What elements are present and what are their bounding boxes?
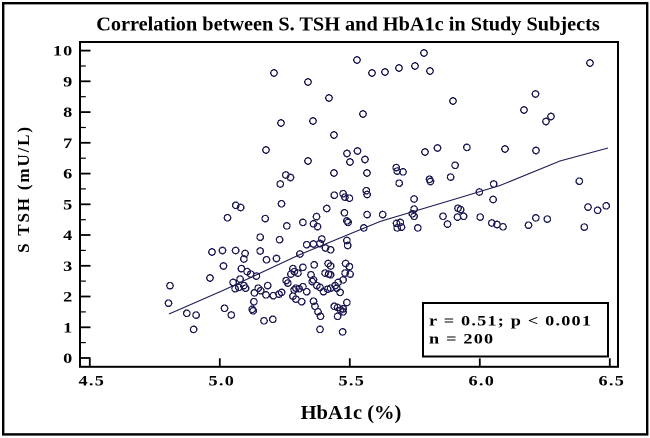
svg-text:S TSH (mU/L): S TSH (mU/L): [14, 125, 33, 253]
svg-text:8: 8: [63, 104, 73, 121]
svg-text:4.5: 4.5: [79, 372, 106, 389]
svg-text:9: 9: [63, 73, 73, 90]
svg-text:6.5: 6.5: [599, 372, 626, 389]
svg-text:4: 4: [63, 226, 73, 243]
svg-text:6.0: 6.0: [469, 372, 496, 389]
svg-text:n = 200: n = 200: [429, 330, 494, 347]
svg-text:HbA1c (%): HbA1c (%): [301, 402, 402, 424]
svg-text:1: 1: [63, 319, 73, 336]
svg-text:2: 2: [63, 288, 73, 305]
svg-text:7: 7: [63, 134, 73, 151]
svg-text:r = 0.51; p < 0.001: r = 0.51; p < 0.001: [429, 312, 592, 329]
svg-text:10: 10: [53, 42, 74, 59]
svg-text:5.0: 5.0: [209, 372, 236, 389]
svg-text:3: 3: [63, 257, 73, 274]
svg-text:5: 5: [63, 196, 73, 213]
svg-text:5.5: 5.5: [339, 372, 366, 389]
svg-text:0: 0: [63, 349, 73, 366]
svg-text:6: 6: [63, 165, 73, 182]
svg-text:Correlation between S. TSH and: Correlation between S. TSH and HbA1c in …: [96, 14, 600, 36]
